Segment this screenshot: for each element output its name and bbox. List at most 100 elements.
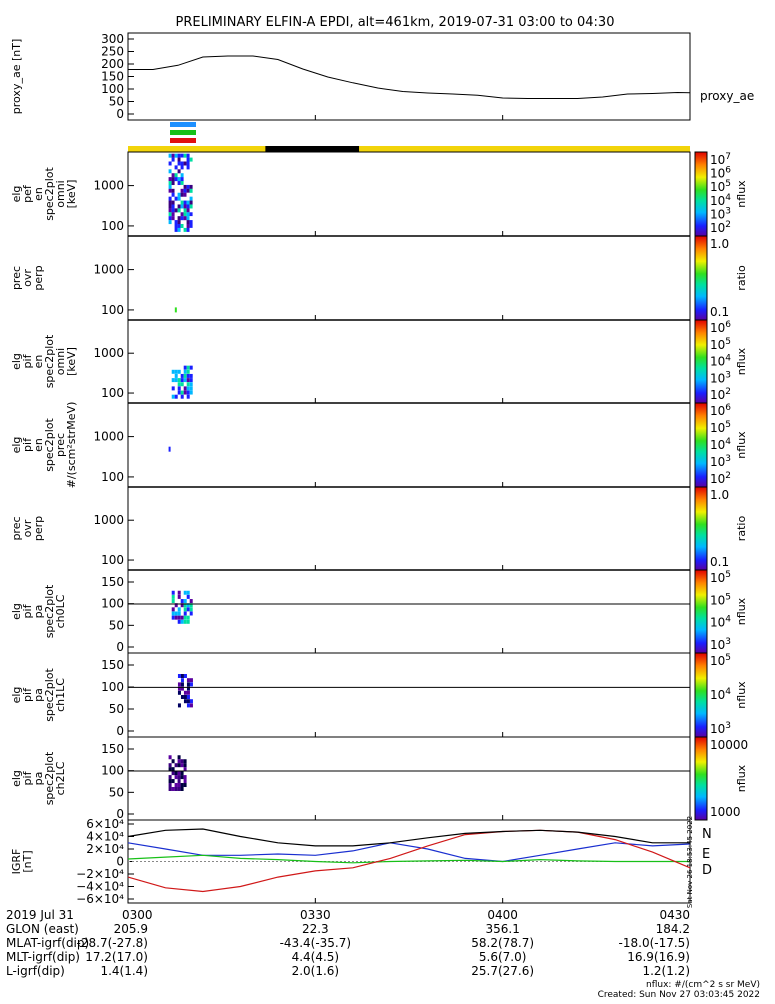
spectrogram-pixel [186,390,190,395]
spectrogram-pixel [183,767,187,772]
y-axis-label: en [32,438,45,452]
y-axis-label: pa [32,772,45,786]
y-tick-label: 1000 [93,346,124,360]
spectrogram-pixel [186,161,190,166]
spectrogram-pixel [183,386,187,391]
spectrogram-pixel [177,783,181,788]
pef-spectrogram [168,153,193,232]
created-timestamp: Created: Sun Nov 27 03:03:45 2022 [598,990,760,1000]
y-axis-label: prec [54,433,67,457]
y-tick-label: 6×10⁴ [86,817,124,831]
spectrogram-pixel [186,216,190,221]
side-timestamp: Sat Nov 26 18:53:45 2022 [686,816,694,908]
spectrogram-pixel [171,779,175,784]
y-axis-label: en [32,355,45,369]
spectrogram-pixel [183,365,187,370]
spectrogram-pixel [189,386,193,391]
spectrogram-pixel [171,759,175,764]
colorbar-tick-label: 102 [710,471,731,486]
science-zone-marker-blue [170,122,196,127]
igrf-series-N [127,842,691,863]
spectrogram-pixel [171,208,175,213]
spectrogram-pixel [186,165,190,170]
colorbar-label: nflux [735,681,748,709]
spectrogram-pixel [171,212,175,217]
spectrogram-pixel [183,699,187,704]
spectrogram-pixel [183,783,187,788]
spectrogram-pixel [168,786,172,791]
spectrogram-pixel [168,153,172,158]
y-axis-label: prec [10,266,23,290]
y-tick-label: 100 [101,597,124,611]
ephemeris-value: 4.4(4.5) [292,950,340,964]
y-axis-label: elg [10,437,23,454]
igrf-legend-D: D [702,863,712,878]
spectrogram-pixel [180,165,184,170]
science-zone-marker-red [170,138,196,143]
spectrogram-pixel [177,755,181,760]
spectrogram-pixel [177,703,181,708]
spectrogram-pixel [183,204,187,209]
colorbar-label: nflux [735,597,748,625]
ephemeris-value: -18.0(-17.5) [619,936,690,950]
spectrogram-pixel [171,369,175,374]
y-axis-label: pif [21,770,34,785]
spectrogram-pixel [183,188,187,193]
spectrogram-pixel [186,212,190,217]
y-tick-label: 1000 [93,263,124,277]
ephemeris-value: 16.9(16.9) [627,950,690,964]
y-axis-label: proxy_ae [nT] [10,39,23,114]
spectrogram-pixel [180,615,184,620]
spectrogram-pixel [186,369,190,374]
ephemeris-value: 205.9 [114,922,148,936]
y-tick-label: 250 [101,45,124,59]
colorbar-tick-label: 104 [710,615,731,630]
spectrogram-pixel [183,759,187,764]
spectrogram-pixel [168,216,172,221]
spectrogram-pixel [174,394,178,399]
spectrogram-pixel [189,599,193,604]
spectrogram-pixel [180,678,184,683]
spectrogram-pixel [177,619,181,624]
spectrogram-pixel [180,153,184,158]
spectrogram-pixel [189,682,193,687]
y-axis-label: pa [32,605,45,619]
spectrogram-pixel [186,695,190,699]
colorbar-tick-label: 1.0 [710,237,729,251]
y-tick-label: 100 [101,553,124,567]
spectrogram-pixel [180,599,184,604]
y-axis-label: IGRF [10,849,23,875]
spectrogram-pixel [183,223,187,228]
y-axis-label: ch1LC [54,678,67,712]
ephemeris-value: 25.7(27.6) [471,964,534,978]
colorbar [694,652,708,738]
spectrogram-pixel [180,216,184,221]
spectrogram-pixel [177,181,181,186]
spectrogram-pixel [183,200,187,205]
y-tick-label: 1000 [93,179,124,193]
y-axis-label: elg [10,186,23,203]
spectrogram-pixel [186,192,190,197]
spectrogram-pixel [186,200,190,205]
spectrogram-pixel [168,192,172,197]
colorbar-tick-label: 105 [710,653,731,668]
spectrogram-pixel [171,169,175,174]
y-axis-label: ch0LC [54,594,67,628]
spectrogram-pixel [174,763,178,768]
colorbar [694,235,708,321]
y-tick-label: 1000 [93,430,124,444]
colorbar-label: nflux [735,347,748,375]
spectrogram-pixel [171,771,175,776]
spectrogram-pixel [168,161,172,166]
spectrogram-pixel [183,775,187,780]
orbit-bar-day [128,146,690,152]
ephemeris-value: 184.2 [656,922,690,936]
spectrogram-pixel [177,607,181,612]
colorbar-tick-label: 103 [710,721,731,736]
spectrogram-pixel [177,227,181,232]
spectrogram-pixel [171,767,175,772]
spectrogram-pixel [177,775,181,780]
y-axis-label: perp [32,265,45,290]
spectrogram-pixel [180,188,184,193]
